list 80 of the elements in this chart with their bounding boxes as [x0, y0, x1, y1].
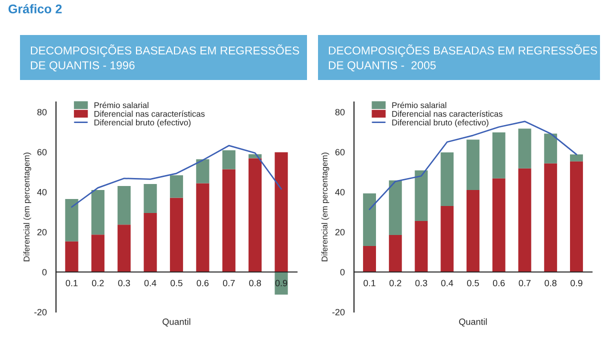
bar [248, 158, 262, 272]
legend-label: Diferencial nas características [94, 110, 205, 117]
x-tick-label: 0.3 [118, 280, 130, 286]
y-tick-label: 40 [37, 188, 47, 196]
x-tick-label: 0.1 [364, 280, 376, 286]
bar [65, 199, 78, 242]
bar [222, 150, 236, 170]
bar [196, 159, 210, 184]
bar [170, 175, 184, 198]
x-tick-label: 0.2 [389, 280, 402, 286]
bar [518, 128, 532, 168]
x-tick-label: 0.9 [570, 280, 582, 286]
bar [518, 168, 532, 272]
x-tick-label: 0.2 [92, 280, 104, 286]
bar [492, 132, 506, 178]
bar [388, 235, 402, 272]
bar [196, 183, 210, 272]
bar [118, 224, 131, 272]
y-tick-label: 20 [37, 228, 47, 236]
x-tick-label: 0.5 [467, 280, 479, 286]
bar [91, 234, 104, 272]
bar [440, 206, 454, 272]
bar [274, 152, 288, 272]
chart-title: DECOMPOSIÇÕES BASEADAS EM REGRESSÕES DE QUANTIS - 1996 [30, 44, 300, 72]
x-tick-label: 0.1 [66, 280, 78, 286]
y-axis-title: Diferencial (em percentagem) [321, 152, 330, 262]
bar [492, 178, 506, 272]
x-axis-title: Quantil [162, 318, 190, 327]
y-tick-label: 20 [335, 228, 345, 236]
bar [388, 180, 402, 235]
bar [570, 154, 583, 162]
x-tick-label: 0.6 [492, 280, 505, 286]
bar [544, 134, 558, 164]
bar [570, 161, 583, 272]
bar [466, 190, 480, 272]
bar [440, 152, 454, 206]
bar [144, 184, 157, 213]
legend-label: Diferencial nas características [392, 110, 502, 117]
y-tick-label: 40 [335, 188, 345, 196]
line-series [368, 120, 578, 210]
x-tick-label: 0.5 [170, 280, 182, 286]
bar [144, 213, 157, 272]
legend-label: Diferencial bruto (efectivo) [94, 119, 191, 128]
x-tick-label: 0.4 [441, 280, 454, 286]
bar [91, 190, 104, 235]
x-tick-label: 0.8 [544, 280, 556, 286]
text: Gráfico 2 [8, 4, 62, 14]
x-axis-title: Quantil [459, 318, 487, 327]
y-axis-title: Diferencial (em percentagem) [23, 152, 32, 262]
bar [466, 140, 480, 190]
x-tick-label: 0.7 [222, 280, 235, 286]
x-tick-label: 0.4 [144, 280, 156, 286]
y-tick-label: 0 [42, 268, 47, 276]
bar [363, 246, 376, 272]
x-tick-label: 0.8 [249, 280, 261, 286]
y-tick-label: 60 [37, 148, 47, 156]
bar [414, 170, 428, 221]
legend-label: Prémio salarial [392, 102, 446, 108]
bar [544, 163, 558, 272]
x-tick-label: 0.9 [275, 280, 288, 286]
bar [363, 193, 376, 246]
bar [274, 272, 288, 295]
y-tick-label: -20 [332, 308, 345, 316]
x-tick-label: 0.7 [518, 280, 531, 286]
line-series [71, 144, 282, 208]
y-tick-label: 60 [335, 148, 345, 156]
y-tick-label: 0 [340, 268, 345, 276]
bar [118, 186, 131, 225]
bar [170, 198, 184, 272]
y-tick-label: 80 [37, 108, 47, 116]
legend-label: Prémio salarial [94, 102, 148, 108]
y-tick-label: 80 [335, 108, 345, 116]
legend-label: Diferencial bruto (efectivo) [392, 119, 488, 128]
bar [222, 169, 236, 272]
bar [65, 241, 78, 272]
x-tick-label: 0.6 [196, 280, 209, 286]
chart-title: DECOMPOSIÇÕES BASEADAS EM REGRESSÕES DE QUANTIS - 2005 [328, 44, 598, 72]
y-tick-label: -20 [34, 308, 47, 316]
x-tick-label: 0.3 [415, 280, 428, 286]
bar [414, 221, 428, 272]
